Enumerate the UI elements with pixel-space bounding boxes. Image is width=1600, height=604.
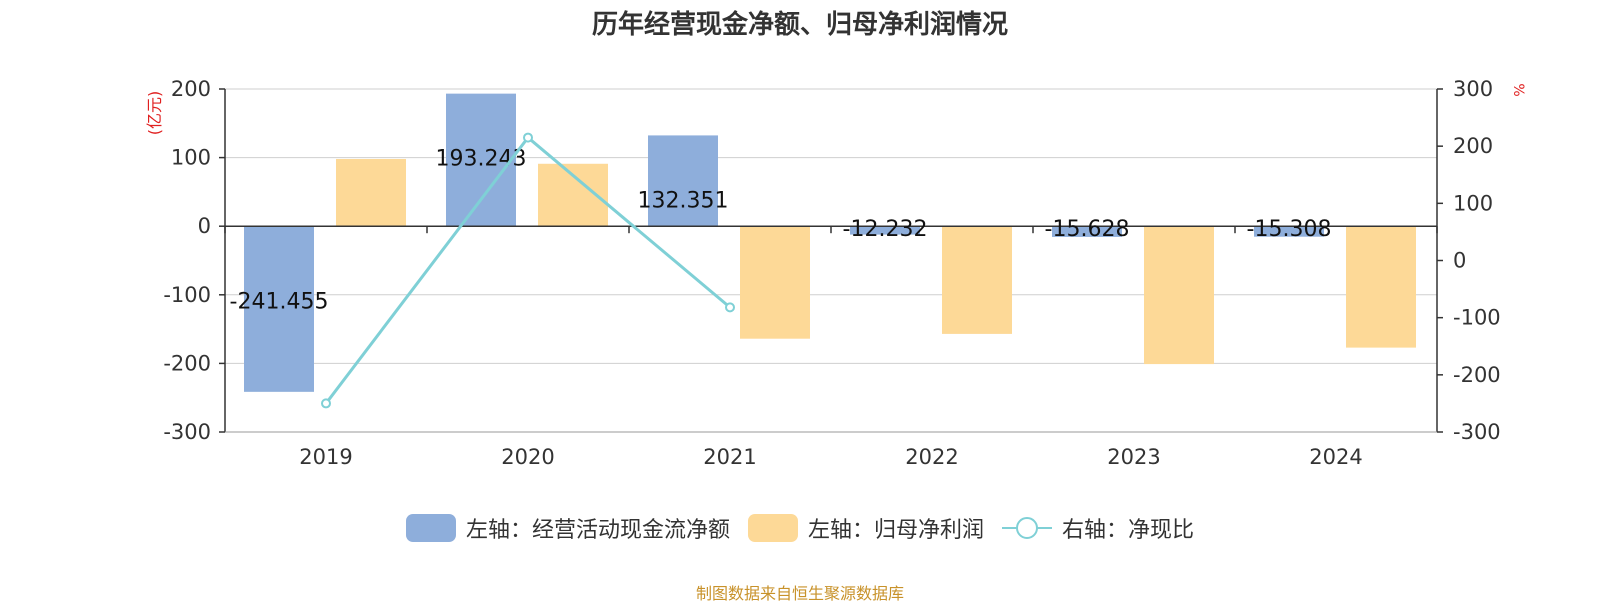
category-label: 2024: [1309, 445, 1362, 469]
legend-label-cashflow: 左轴：经营活动现金流净额: [465, 518, 730, 543]
right-axis-tick-label: -300: [1453, 420, 1501, 444]
legend-swatch-cashflow: [405, 514, 456, 542]
legend-swatch-profit: [747, 514, 798, 542]
bar-profit: [336, 158, 406, 227]
category-label: 2019: [299, 445, 352, 469]
data-label-cashflow: -15.628: [1045, 217, 1130, 242]
category-label: 2023: [1107, 445, 1160, 469]
left-axis-unit: (亿元): [145, 91, 164, 136]
right-axis-tick-label: 0: [1453, 249, 1466, 273]
right-axis-tick-label: 100: [1453, 191, 1493, 215]
data-label-cashflow: -12.232: [843, 217, 928, 242]
left-axis-tick-label: -200: [163, 351, 211, 375]
bar-cashflow: [850, 226, 920, 235]
right-axis-unit: %: [1510, 83, 1526, 96]
chart-legend: 左轴：经营活动现金流净额 左轴：归母净利润 右轴：净现比: [0, 512, 1600, 544]
bar-profit: [1346, 226, 1416, 348]
right-axis-tick-label: -200: [1453, 363, 1501, 387]
category-label: 2022: [905, 445, 958, 469]
left-axis-tick-label: -300: [163, 420, 211, 444]
left-axis-tick-label: 100: [171, 146, 211, 170]
point-ratio: [321, 398, 331, 409]
data-label-cashflow: -15.308: [1247, 217, 1332, 242]
bar-profit: [942, 226, 1012, 334]
bar-cashflow: [648, 135, 718, 227]
legend-item-cashflow[interactable]: 左轴：经营活动现金流净额: [405, 512, 730, 544]
chart-svg: 200 100 0 -100 -200 -300 (亿元) 300 200 100 0 -100 -20…: [145, 77, 1526, 469]
right-axis-tick-label: 300: [1453, 77, 1493, 101]
right-axis-tick-label: -100: [1453, 306, 1501, 330]
point-ratio: [523, 132, 533, 143]
category-label: 2021: [703, 445, 756, 469]
bar-cashflow: [1052, 226, 1122, 237]
point-ratio: [725, 302, 735, 313]
source-note: 制图数据来自恒生聚源数据库: [695, 584, 904, 603]
legend-label-profit: 左轴：归母净利润: [807, 518, 984, 543]
right-axis-tick-label: 200: [1453, 134, 1493, 158]
data-label-cashflow: 132.351: [638, 188, 729, 213]
data-label-cashflow: -241.455: [230, 290, 329, 315]
bar-profit: [740, 226, 810, 339]
chart-title: 历年经营现金净额、归母净利润情况: [591, 10, 1008, 40]
legend-item-ratio[interactable]: 右轴：净现比: [1002, 512, 1194, 544]
left-axis-tick-label: -100: [163, 283, 211, 307]
bar-profit: [1144, 226, 1214, 365]
legend-label-ratio: 右轴：净现比: [1062, 518, 1195, 543]
category-label: 2020: [501, 445, 554, 469]
legend-item-profit[interactable]: 左轴：归母净利润: [747, 512, 984, 544]
left-axis-tick-label: 0: [198, 214, 211, 238]
bar-cashflow: [446, 93, 516, 227]
bar-cashflow: [244, 226, 314, 392]
bar-cashflow: [1254, 226, 1324, 237]
left-axis-tick-label: 200: [171, 77, 211, 101]
legend-swatch-ratio: [1002, 517, 1052, 539]
